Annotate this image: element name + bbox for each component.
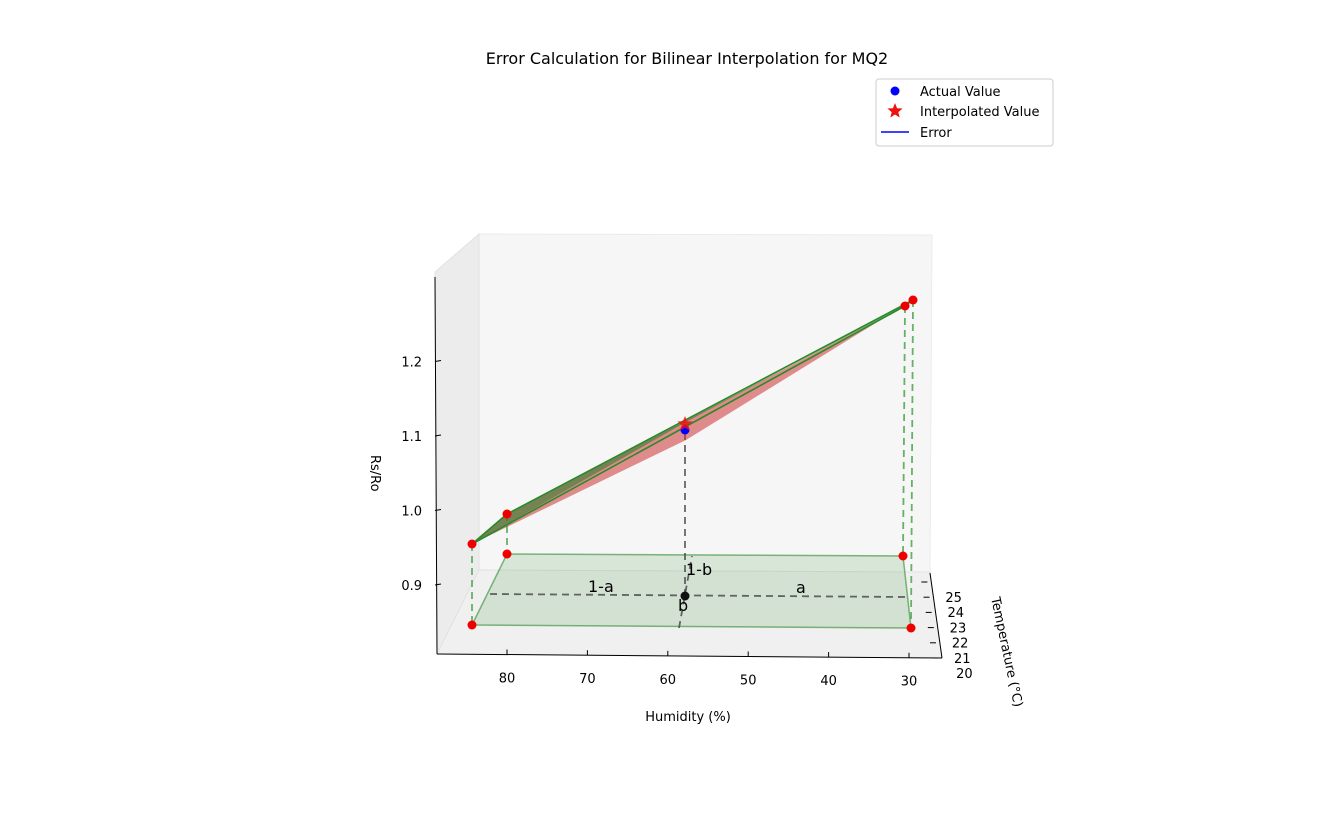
corner-point (906, 623, 916, 633)
x-tick-label: 50 (740, 673, 757, 688)
corner-point (467, 539, 477, 549)
guide-line-a (489, 593, 908, 598)
y-tick-label: 20 (956, 667, 973, 682)
legend-actual-label: Actual Value (920, 85, 1001, 100)
x-ticks: 30 40 50 60 70 80 (499, 649, 918, 690)
base-projection-point (680, 591, 690, 601)
surface-edge (471, 513, 508, 545)
z-tick-mark (434, 434, 442, 437)
surface-edges (471, 299, 914, 545)
x-tick-label: 60 (660, 673, 677, 688)
corner-point (502, 509, 512, 519)
anno-1-b: 1-b (686, 560, 712, 579)
corner-point (898, 551, 908, 561)
x-tick-label: 70 (579, 672, 596, 687)
x-axis-line (436, 653, 943, 659)
y-tick-label: 25 (945, 591, 962, 606)
corner-point (908, 295, 918, 305)
y-tick-label: 23 (950, 621, 967, 636)
z-tick-mark (434, 509, 442, 511)
legend-interpolated-label: Interpolated Value (920, 105, 1039, 120)
x-axis-label: Humidity (%) (645, 710, 731, 725)
y-tick-label: 22 (952, 637, 969, 652)
corner-point (900, 301, 910, 311)
z-tick-label: 1.2 (401, 356, 422, 371)
z-tick-mark (434, 360, 442, 362)
drop-line (910, 299, 914, 629)
legend-interpolated-marker (887, 103, 903, 118)
y-axis-line (929, 572, 943, 659)
chart-title: Error Calculation for Bilinear Interpola… (486, 49, 888, 68)
legend-box (875, 78, 1054, 147)
drop-line (902, 305, 906, 557)
y-axis-label: Temperature (°C) (987, 595, 1025, 709)
y-tick-label: 21 (954, 652, 971, 667)
surface-edge (471, 305, 906, 545)
interpolated-surface (472, 300, 913, 544)
corner-points (467, 295, 918, 633)
y-tick-label: 24 (948, 606, 965, 621)
back-pane (478, 233, 933, 573)
x-tick-label: 40 (820, 674, 837, 689)
z-tick-label: 1.1 (401, 430, 422, 445)
x-tick-label: 80 (499, 672, 516, 687)
legend-actual-marker (890, 86, 900, 96)
z-tick-mark (434, 583, 442, 586)
z-ticks: 0.9 1.0 1.1 1.2 (401, 356, 442, 594)
z-tick-label: 1.0 (401, 505, 422, 520)
surface-edge (506, 299, 914, 515)
corner-point (467, 620, 477, 630)
z-tick-label: 0.9 (401, 579, 422, 594)
anno-1-a: 1-a (588, 577, 614, 596)
z-axis-label: Rs/Ro (367, 455, 382, 492)
corner-point (502, 549, 512, 559)
anno-b: b (678, 596, 688, 615)
z-axis-line (434, 276, 438, 655)
x-tick-label: 30 (901, 675, 918, 690)
interpolated-value-star (677, 416, 693, 431)
legend: Actual Value Interpolated Value Error (875, 78, 1054, 147)
legend-error-label: Error (920, 126, 952, 141)
anno-a: a (796, 578, 806, 597)
